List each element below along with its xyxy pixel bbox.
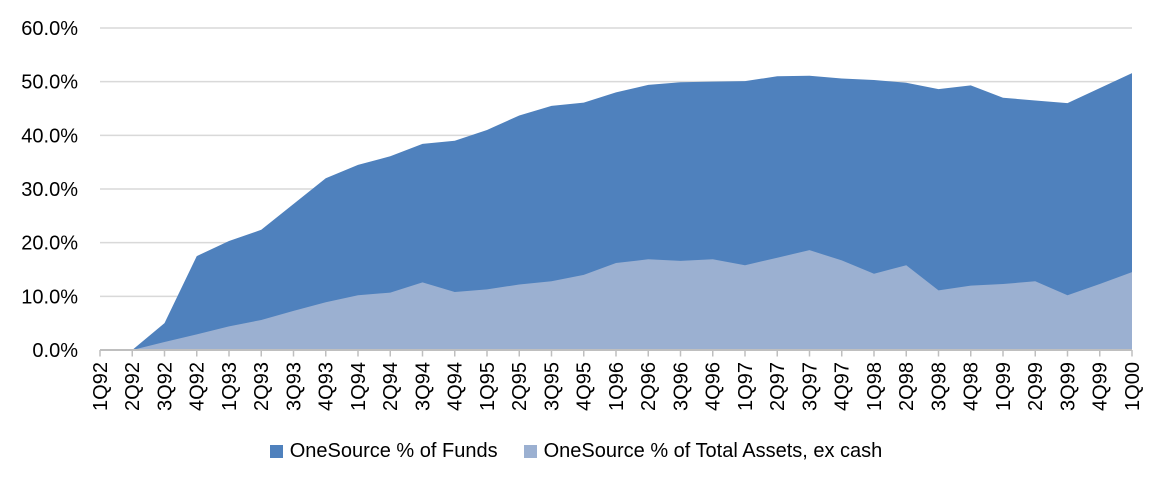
legend-item-funds: OneSource % of Funds: [269, 440, 498, 463]
funds-legend-label: OneSource % of Funds: [289, 440, 498, 462]
series-areas: [100, 73, 1132, 350]
y-axis-label: 0.0%: [32, 340, 78, 362]
chart-legend: OneSource % of Funds OneSource % of Tota…: [0, 440, 1152, 463]
total-assets-legend-label: OneSource % of Total Assets, ex cash: [543, 440, 883, 462]
x-axis-label: 4Q94: [445, 362, 467, 411]
x-axis-label: 3Q97: [799, 362, 821, 411]
x-axis-label: 1Q92: [90, 362, 112, 411]
x-axis-label: 1Q96: [606, 362, 628, 411]
x-axis-label: 1Q97: [735, 362, 757, 411]
y-axis-label: 30.0%: [21, 179, 78, 201]
funds-legend-swatch-icon: [269, 445, 283, 458]
x-axis-label: 3Q94: [412, 362, 434, 411]
total-assets-legend-swatch-icon: [523, 445, 537, 458]
x-axis-label: 1Q99: [993, 362, 1015, 411]
legend-item-total-assets: OneSource % of Total Assets, ex cash: [523, 440, 883, 463]
x-axis: [99, 349, 1133, 357]
x-axis-label: 1Q98: [864, 362, 886, 411]
y-axis-label: 40.0%: [21, 125, 78, 147]
x-axis-label: 1Q94: [348, 362, 370, 411]
x-axis-label: 3Q96: [670, 362, 692, 411]
x-axis-label: 3Q93: [283, 362, 305, 411]
x-axis-label: 1Q93: [219, 362, 241, 411]
x-axis-label: 2Q94: [380, 362, 402, 411]
x-axis-label: 3Q92: [154, 362, 176, 411]
x-axis-labels: 1Q92 2Q92 3Q92 4Q92 1Q93 2Q93 3Q93 4Q93 1Q94 2Q94…: [90, 362, 1144, 411]
x-axis-label: 4Q92: [187, 362, 209, 411]
x-axis-label: 2Q93: [251, 362, 273, 411]
x-axis-label: 4Q93: [316, 362, 338, 411]
x-axis-label: 4Q96: [703, 362, 725, 411]
x-axis-label: 4Q99: [1090, 362, 1112, 411]
y-axis-label: 20.0%: [21, 233, 78, 255]
x-axis-label: 3Q98: [928, 362, 950, 411]
total-assets-area-series: [100, 250, 1132, 350]
x-axis-label: 3Q95: [541, 362, 563, 411]
x-axis-label: 2Q92: [122, 362, 144, 411]
x-axis-label: 2Q95: [509, 362, 531, 411]
x-axis-label: 2Q96: [638, 362, 660, 411]
x-axis-label: 4Q98: [961, 362, 983, 411]
x-axis-label: 1Q00: [1122, 362, 1144, 411]
x-axis-label: 2Q98: [896, 362, 918, 411]
x-axis-label: 2Q99: [1025, 362, 1047, 411]
x-axis-label: 4Q97: [832, 362, 854, 411]
y-axis-label: 60.0%: [21, 18, 78, 40]
x-axis-label: 1Q95: [477, 362, 499, 411]
x-axis-label: 2Q97: [767, 362, 789, 411]
y-axis-label: 50.0%: [21, 72, 78, 94]
x-axis-label: 4Q95: [574, 362, 596, 411]
y-axis-labels: 0.0% 10.0% 20.0% 30.0% 40.0% 50.0% 60.0%: [21, 18, 78, 362]
x-axis-label: 3Q99: [1057, 362, 1079, 411]
y-axis-label: 10.0%: [21, 286, 78, 308]
